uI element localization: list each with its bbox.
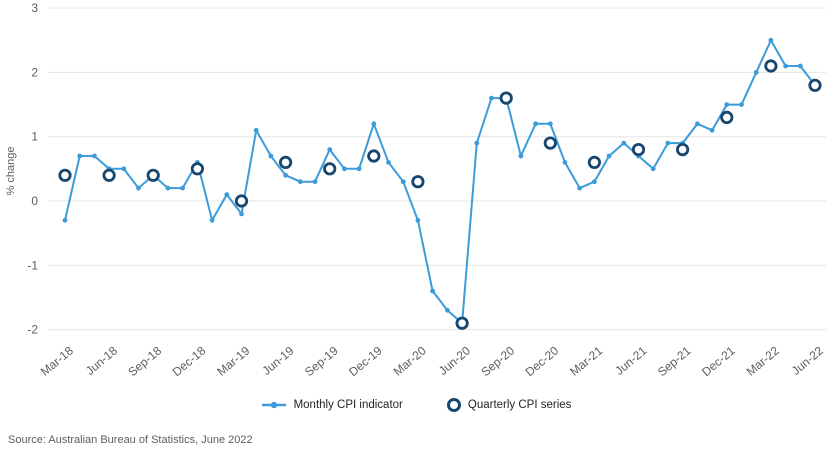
svg-text:-2: -2 [27, 323, 38, 337]
svg-text:Mar-19: Mar-19 [214, 343, 252, 378]
svg-text:-1: -1 [27, 258, 38, 272]
svg-text:0: 0 [31, 194, 38, 208]
svg-text:% change: % change [5, 147, 17, 196]
svg-text:Mar-20: Mar-20 [391, 343, 429, 378]
svg-text:1: 1 [31, 130, 38, 144]
legend-item-monthly-cpi[interactable]: Monthly CPI indicator [261, 399, 403, 411]
svg-text:Dec-18: Dec-18 [170, 343, 209, 379]
legend-item-quarterly-cpi[interactable]: Quarterly CPI series [446, 398, 572, 412]
svg-text:Mar-18: Mar-18 [38, 343, 76, 378]
svg-text:Dec-20: Dec-20 [523, 343, 562, 379]
source-note: Source: Australian Bureau of Statistics,… [8, 434, 253, 446]
svg-text:Sep-20: Sep-20 [478, 343, 517, 379]
svg-text:Jun-20: Jun-20 [436, 343, 473, 378]
legend-label-monthly: Monthly CPI indicator [293, 399, 403, 411]
svg-text:Dec-21: Dec-21 [699, 343, 738, 379]
chart-plot-area: 3 2 1 0 -1 -2 % change Mar-18 Jun-18 Sep-18 Dec-18… [5, 1, 826, 379]
svg-text:2: 2 [31, 65, 38, 79]
svg-text:Sep-19: Sep-19 [302, 343, 341, 379]
svg-text:Mar-21: Mar-21 [567, 343, 605, 378]
svg-text:Jun-22: Jun-22 [789, 343, 826, 378]
quarterly-circle-marker-icon [446, 398, 461, 412]
legend-label-quarterly: Quarterly CPI series [467, 399, 572, 411]
monthly-line-marker-icon [261, 401, 286, 409]
svg-text:Sep-21: Sep-21 [655, 343, 694, 379]
svg-text:Mar-22: Mar-22 [744, 343, 782, 378]
svg-text:Jun-18: Jun-18 [83, 343, 120, 378]
svg-text:Jun-19: Jun-19 [259, 343, 296, 378]
svg-text:Sep-18: Sep-18 [125, 343, 164, 379]
svg-text:Dec-19: Dec-19 [346, 343, 385, 379]
svg-text:3: 3 [31, 1, 38, 15]
svg-text:Jun-21: Jun-21 [612, 343, 649, 378]
chart-legend: Monthly CPI indicator Quarterly CPI seri… [0, 398, 832, 412]
